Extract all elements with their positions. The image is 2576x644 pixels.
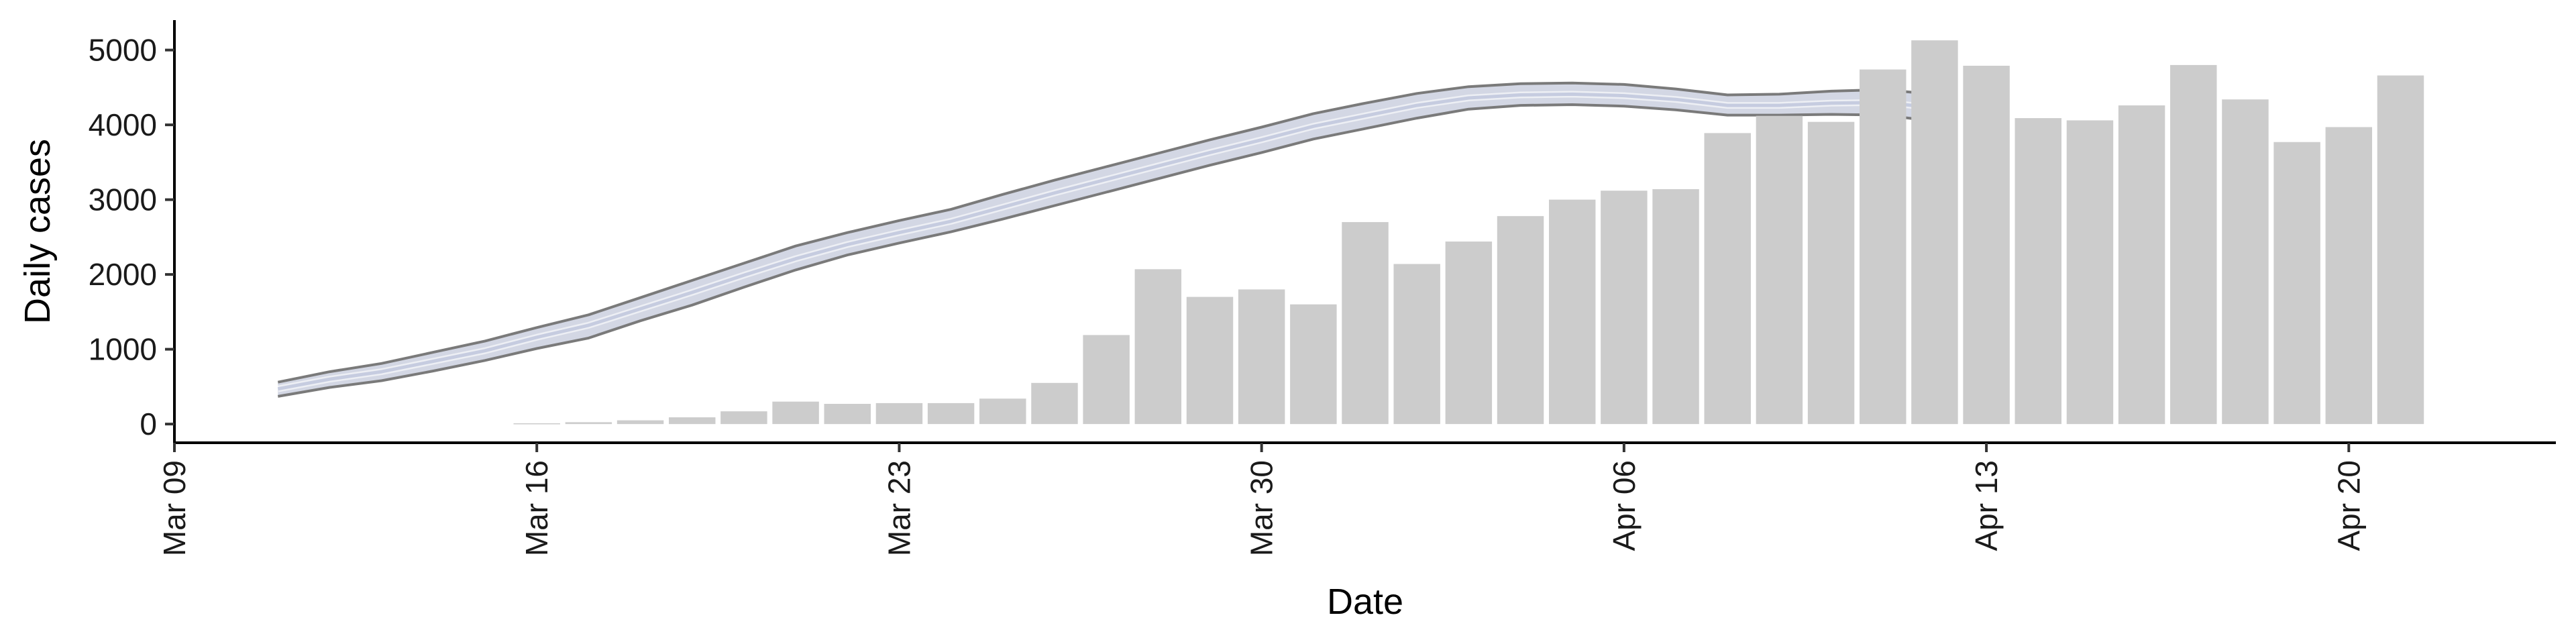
bar-2020-04-12 [1911,40,1958,425]
bar-2020-03-27 [1083,335,1130,425]
y-axis-ticks: 0 1000 2000 3000 4000 5000 [89,33,174,441]
x-tick-label-2020-04-13: Apr 13 [1969,460,2004,551]
bar-2020-03-25 [979,398,1026,425]
bar-2020-04-15 [2066,120,2114,425]
bar-2020-03-24 [927,402,975,425]
bar-2020-03-29 [1186,297,1234,425]
y-axis-title: Daily cases [17,139,58,324]
x-axis-ticks: Mar 09 Mar 16 Mar 23 Mar 30 Apr 06 Apr 13 Apr … [157,443,2366,556]
ribbon-upper-edge [277,81,1935,384]
daily-cases-bars [513,40,2424,425]
x-tick-label-2020-03-30: Mar 30 [1244,460,1279,556]
bar-2020-04-14 [2015,118,2061,425]
bar-2020-03-26 [1031,382,1078,425]
y-tick-label-4000: 4000 [89,107,157,142]
x-axis-title: Date [1327,582,1403,622]
bar-2020-03-30 [1238,289,1285,425]
bar-2020-04-04 [1497,216,1544,425]
bar-2020-04-18 [2222,99,2269,425]
bar-2020-04-08 [1704,133,1751,425]
y-tick-label-5000: 5000 [89,33,157,68]
y-tick-label-3000: 3000 [89,182,157,217]
bar-2020-04-02 [1393,264,1440,425]
bar-2020-03-18 [616,420,664,425]
bar-2020-04-21 [2377,75,2424,425]
x-tick-label-2020-04-06: Apr 06 [1607,460,1642,551]
y-tick-label-0: 0 [140,407,157,441]
bar-2020-04-20 [2325,127,2373,425]
bar-2020-03-28 [1134,269,1182,425]
x-tick-label-2020-03-23: Mar 23 [881,460,916,556]
bar-2020-03-21 [772,401,819,425]
bar-2020-04-01 [1342,222,1389,425]
bar-2020-04-07 [1652,189,1699,425]
y-tick-label-2000: 2000 [89,257,157,292]
bar-2020-04-17 [2170,64,2217,425]
bar-2020-03-31 [1290,304,1337,425]
bar-2020-04-09 [1756,115,1803,425]
bar-2020-04-10 [1807,121,1855,425]
y-tick-label-1000: 1000 [89,332,157,367]
smoothed-trend-ribbon [277,81,1935,398]
ribbon-center-line [277,92,1935,391]
bar-2020-04-06 [1601,191,1648,425]
x-tick-label-2020-03-16: Mar 16 [519,460,554,556]
bar-2020-04-16 [2118,105,2165,425]
bar-2020-04-11 [1860,69,1907,425]
bar-2020-04-05 [1548,199,1596,425]
ribbon-lower-edge [277,103,1935,398]
x-tick-label-2020-03-09: Mar 09 [157,460,192,556]
x-tick-label-2020-04-20: Apr 20 [2331,460,2366,551]
bar-2020-03-17 [565,422,612,425]
bar-2020-03-23 [875,402,923,425]
bar-2020-04-19 [2273,142,2320,425]
bar-2020-03-22 [824,404,871,425]
bar-2020-03-19 [669,417,716,425]
bar-2020-03-16 [513,423,560,425]
bar-2020-03-20 [720,411,767,425]
bar-2020-04-13 [1963,66,2010,425]
bar-2020-04-03 [1445,241,1493,425]
